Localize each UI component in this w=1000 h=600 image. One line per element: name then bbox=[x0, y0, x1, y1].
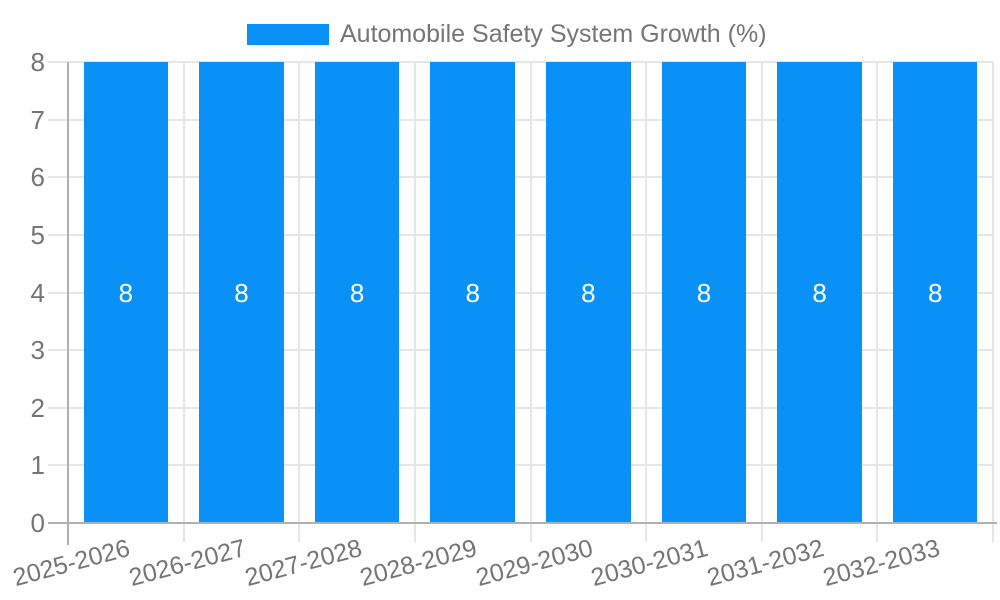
bar[interactable]: 8 bbox=[892, 62, 978, 523]
bar-value-label: 8 bbox=[465, 277, 480, 308]
x-axis-line bbox=[48, 522, 997, 524]
bar-value-label: 8 bbox=[927, 277, 943, 308]
x-tick-label: 2028-2029 bbox=[357, 534, 480, 592]
gridline-vertical bbox=[876, 62, 879, 542]
bar[interactable]: 8 bbox=[430, 62, 515, 523]
y-tick-label: 6 bbox=[30, 162, 45, 193]
bar-value-label: 8 bbox=[349, 277, 365, 308]
bar-value-label: 8 bbox=[696, 277, 712, 308]
gridline-horizontal bbox=[48, 464, 993, 467]
y-axis-line bbox=[67, 62, 69, 545]
gridline-vertical bbox=[760, 62, 763, 542]
y-tick-label: 5 bbox=[30, 219, 45, 250]
gridline-horizontal bbox=[48, 349, 993, 352]
gridline-horizontal bbox=[48, 406, 993, 409]
gridline-horizontal bbox=[48, 233, 993, 236]
bar-value-label: 8 bbox=[812, 277, 827, 308]
x-tick-label: 2031-2032 bbox=[704, 534, 827, 592]
x-tick-label: 2032-2033 bbox=[819, 534, 943, 592]
x-tick-label: 2030-2031 bbox=[588, 534, 712, 592]
bar[interactable]: 8 bbox=[83, 62, 169, 523]
gridline-vertical bbox=[529, 62, 532, 542]
legend: Automobile Safety System Growth (%) bbox=[0, 0, 1000, 50]
gridline-vertical bbox=[992, 62, 994, 542]
gridline-vertical bbox=[182, 62, 185, 542]
bar-value-label: 8 bbox=[581, 277, 596, 308]
y-tick-label: 8 bbox=[30, 47, 45, 77]
bar[interactable]: 8 bbox=[777, 62, 862, 523]
y-tick-label: 1 bbox=[30, 450, 45, 481]
bar[interactable]: 8 bbox=[661, 62, 747, 523]
x-tick-label: 2025-2026 bbox=[10, 534, 134, 592]
x-tick-label: 2029-2030 bbox=[472, 534, 596, 592]
gridline-vertical bbox=[645, 62, 648, 542]
gridline-horizontal bbox=[48, 118, 993, 121]
gridline-vertical bbox=[298, 62, 301, 542]
y-tick-label: 3 bbox=[30, 335, 45, 366]
y-tick-label: 0 bbox=[30, 508, 45, 538]
bar-value-label: 8 bbox=[118, 277, 134, 308]
legend-label: Automobile Safety System Growth (%) bbox=[340, 20, 767, 48]
bar[interactable]: 8 bbox=[199, 62, 284, 523]
y-tick-label: 4 bbox=[30, 277, 45, 308]
gridline-vertical bbox=[413, 62, 416, 542]
gridline-horizontal bbox=[48, 61, 993, 63]
legend-swatch bbox=[247, 24, 329, 45]
y-tick-label: 7 bbox=[30, 104, 45, 135]
gridline-horizontal bbox=[48, 176, 993, 179]
bar-value-label: 8 bbox=[234, 277, 249, 308]
bar[interactable]: 8 bbox=[314, 62, 400, 523]
y-tick-label: 2 bbox=[30, 392, 45, 423]
gridline-horizontal bbox=[48, 291, 993, 294]
x-tick-label: 2026-2027 bbox=[125, 534, 249, 592]
bar[interactable]: 8 bbox=[546, 62, 631, 523]
x-tick-label: 2027-2028 bbox=[241, 534, 365, 592]
